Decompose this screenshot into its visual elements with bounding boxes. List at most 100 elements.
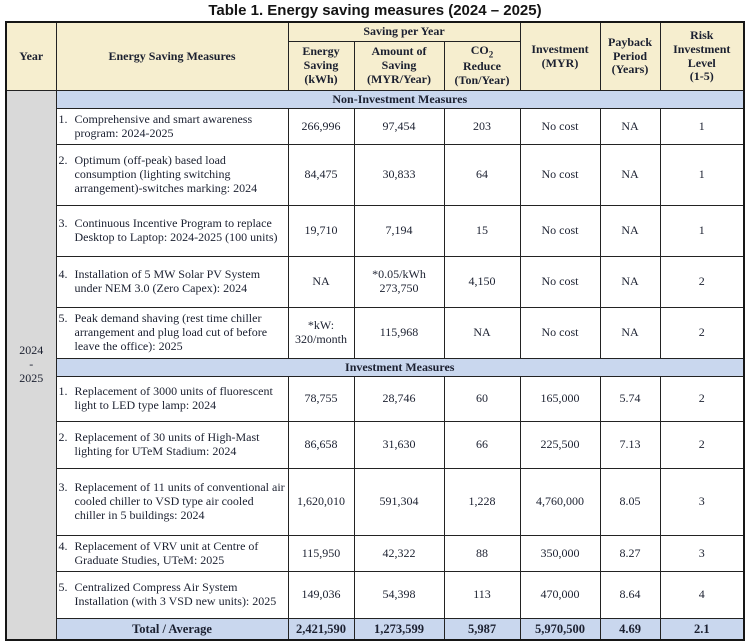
investment-cell: 470,000 (519, 571, 601, 619)
measure-cell: 4. Installation of 5 MW Solar PV System u… (55, 256, 289, 308)
co2-reduce-cell: 113 (443, 571, 521, 619)
col-header-co2-reduce: CO2 Reduce (Ton/Year) (443, 41, 521, 91)
risk-cell: 2 (659, 421, 745, 469)
col-header-year: Year (5, 21, 57, 91)
co2-reduce-cell: 64 (443, 144, 521, 206)
investment-cell: 4,760,000 (519, 468, 601, 536)
col-header-amount-of-saving: Amount of Saving (MYR/Year) (353, 41, 445, 91)
payback-cell: NA (599, 144, 661, 206)
amount-saving-cell: 7,194 (353, 205, 445, 257)
investment-cell: No cost (519, 307, 601, 359)
co2-reduce-cell: 4,150 (443, 256, 521, 308)
col-header-payback: Payback Period (Years) (599, 21, 661, 91)
measure-cell: 2. Optimum (off-peak) based load consumpt… (55, 144, 289, 206)
measure-cell: 2. Replacement of 30 units of High-Mast l… (55, 421, 289, 469)
table-row-investment-1: 1. Replacement of 3000 units of fluoresce… (6, 376, 745, 422)
payback-cell: NA (599, 205, 661, 257)
measure-cell: 5. Centralized Compress Air System Instal… (55, 571, 289, 619)
payback-cell: NA (599, 256, 661, 308)
total-investment-cell: 5,970,500 (519, 618, 601, 641)
investment-cell: 165,000 (519, 376, 601, 422)
risk-cell: 1 (659, 205, 745, 257)
table-row-investment-2: 2. Replacement of 30 units of High-Mast l… (6, 421, 745, 469)
payback-cell: NA (599, 108, 661, 145)
energy-saving-cell: NA (287, 256, 355, 308)
energy-saving-cell: 1,620,010 (287, 468, 355, 536)
col-header-saving-per-year: Saving per Year (287, 21, 521, 42)
payback-cell: 8.05 (599, 468, 661, 536)
amount-saving-cell: 30,833 (353, 144, 445, 206)
section-title-non-investment: Non-Investment Measures (55, 90, 745, 109)
energy-saving-cell: 86,658 (287, 421, 355, 469)
co2-reduce-cell: NA (443, 307, 521, 359)
co2-reduce-cell: 60 (443, 376, 521, 422)
col-header-risk: Risk Investment Level (1-5) (659, 21, 745, 91)
measure-cell: 1. Comprehensive and smart awareness prog… (55, 108, 289, 145)
table-row-investment-4: 4. Replacement of VRV unit at Centre of G… (6, 535, 745, 572)
investment-cell: No cost (519, 144, 601, 206)
co2-reduce-cell: 203 (443, 108, 521, 145)
header-row-group: Year Energy Saving Measures Saving per Y… (5, 21, 745, 91)
risk-cell: 1 (659, 108, 745, 145)
energy-saving-cell: 84,475 (287, 144, 355, 206)
risk-cell: 3 (659, 468, 745, 536)
section-title-investment: Investment Measures (55, 358, 745, 377)
col-header-measures: Energy Saving Measures (55, 21, 289, 91)
measure-cell: 4. Replacement of VRV unit at Centre of G… (55, 535, 289, 572)
total-risk-cell: 2.1 (659, 618, 745, 641)
header-row-sub: Energy Saving (kWh) Amount of Saving (MY… (6, 41, 744, 91)
section-band-investment: Investment Measures (6, 358, 745, 377)
risk-cell: 2 (659, 307, 745, 359)
amount-saving-cell: 31,630 (353, 421, 445, 469)
table-caption: Table 1. Energy saving measures (2024 – … (208, 2, 542, 19)
amount-saving-cell: 591,304 (353, 468, 445, 536)
energy-saving-cell: 19,710 (287, 205, 355, 257)
amount-saving-cell: 42,322 (353, 535, 445, 572)
total-label-cell: Total / Average (55, 618, 289, 641)
table-row-non-investment-3: 3. Continuous Incentive Program to replac… (6, 205, 745, 257)
payback-cell: NA (599, 307, 661, 359)
table-row-investment-5: 5. Centralized Compress Air System Instal… (6, 571, 745, 619)
table-row-non-investment-2: 2. Optimum (off-peak) based load consumpt… (6, 144, 745, 206)
energy-saving-cell: 149,036 (287, 571, 355, 619)
investment-cell: 225,500 (519, 421, 601, 469)
total-payback-cell: 4.69 (599, 618, 661, 641)
measure-cell: 3. Replacement of 11 units of conventiona… (55, 468, 289, 536)
amount-saving-cell: 115,968 (353, 307, 445, 359)
energy-saving-cell: 78,755 (287, 376, 355, 422)
co2-reduce-cell: 15 (443, 205, 521, 257)
amount-saving-cell: 54,398 (353, 571, 445, 619)
energy-saving-measures-table: Year Energy Saving Measures Saving per Y… (5, 21, 745, 641)
total-row: Total / Average 2,421,590 1,273,599 5,98… (6, 618, 745, 641)
table-row-investment-3: 3. Replacement of 11 units of conventiona… (6, 468, 745, 536)
payback-cell: 8.27 (599, 535, 661, 572)
payback-cell: 5.74 (599, 376, 661, 422)
table-row-non-investment-4: 4. Installation of 5 MW Solar PV System u… (6, 256, 745, 308)
measure-cell: 1. Replacement of 3000 units of fluoresce… (55, 376, 289, 422)
investment-cell: No cost (519, 256, 601, 308)
risk-cell: 4 (659, 571, 745, 619)
measure-cell: 3. Continuous Incentive Program to replac… (55, 205, 289, 257)
measure-cell: 5. Peak demand shaving (rest time chiller… (55, 307, 289, 359)
amount-saving-cell: 97,454 (353, 108, 445, 145)
total-amount-saving-cell: 1,273,599 (353, 618, 445, 641)
investment-cell: No cost (519, 108, 601, 145)
risk-cell: 1 (659, 144, 745, 206)
co2-label: CO2 (470, 43, 494, 60)
year-range-cell: 2024 - 2025 (5, 90, 57, 641)
investment-cell: 350,000 (519, 535, 601, 572)
col-header-energy-saving: Energy Saving (kWh) (287, 41, 355, 91)
energy-saving-cell: 115,950 (287, 535, 355, 572)
energy-saving-cell: 266,996 (287, 108, 355, 145)
investment-cell: No cost (519, 205, 601, 257)
section-band-non-investment: 2024 - 2025 Non-Investment Measures (5, 90, 745, 641)
co2-reduce-cell: 1,228 (443, 468, 521, 536)
risk-cell: 2 (659, 256, 745, 308)
co2-reduce-cell: 88 (443, 535, 521, 572)
co2-reduce-cell: 66 (443, 421, 521, 469)
total-co2-reduce-cell: 5,987 (443, 618, 521, 641)
col-header-investment: Investment (MYR) (519, 21, 601, 91)
risk-cell: 3 (659, 535, 745, 572)
total-energy-saving-cell: 2,421,590 (287, 618, 355, 641)
amount-saving-cell: *0.05/kWh 273,750 (353, 256, 445, 308)
